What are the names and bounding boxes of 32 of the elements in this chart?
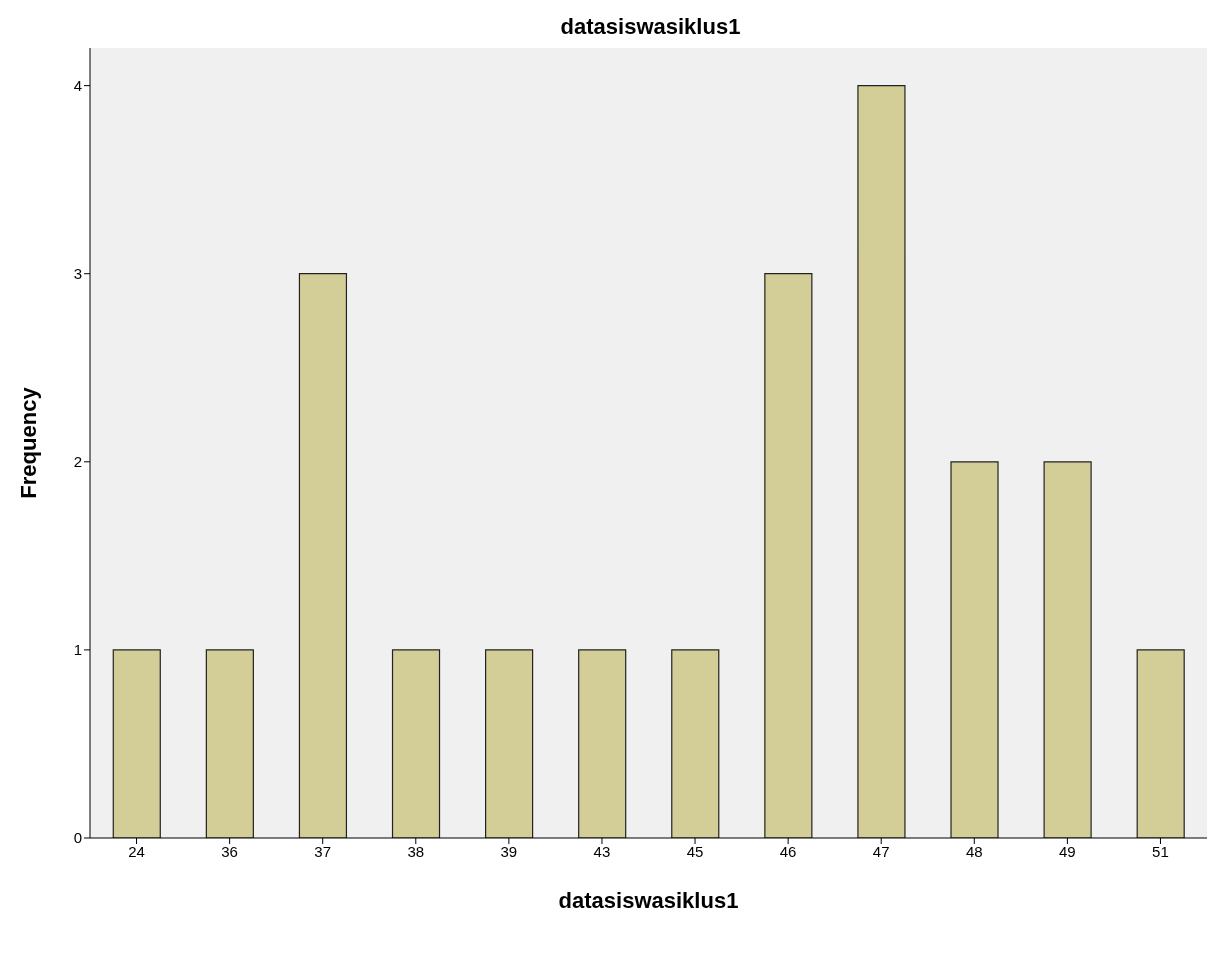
bar	[950, 461, 999, 838]
bar	[1043, 461, 1092, 838]
x-tick-label: 51	[1152, 842, 1169, 860]
x-tick-label: 38	[407, 842, 425, 860]
x-tick-label: 39	[500, 842, 518, 860]
y-tick-label: 4	[73, 76, 82, 94]
bar	[112, 649, 161, 838]
bar	[205, 649, 254, 838]
bar	[485, 649, 534, 838]
y-tick-label: 0	[73, 829, 82, 847]
bar	[857, 85, 906, 838]
x-tick-label: 36	[221, 842, 238, 860]
y-axis-title: Frequency	[15, 386, 41, 499]
x-tick-label: 37	[314, 842, 332, 860]
y-tick-label: 2	[73, 453, 82, 471]
x-tick-label: 46	[779, 842, 797, 860]
y-tick-label: 3	[73, 265, 82, 283]
y-tick-label: 1	[73, 641, 82, 659]
bar	[764, 273, 813, 838]
bar	[671, 649, 720, 838]
bar	[298, 273, 348, 838]
x-axis-title: datasiswasiklus1	[558, 888, 739, 913]
x-tick-label: 43	[593, 842, 611, 860]
bar	[391, 649, 441, 838]
chart-title: datasiswasiklus1	[559, 14, 742, 40]
x-tick-label: 45	[686, 842, 704, 860]
x-tick-label: 24	[128, 842, 145, 860]
x-tick-label: 49	[1059, 842, 1076, 860]
x-tick-label: 48	[965, 842, 983, 860]
bar	[578, 649, 627, 838]
bar	[1136, 649, 1185, 838]
x-tick-label: 47	[872, 842, 890, 860]
